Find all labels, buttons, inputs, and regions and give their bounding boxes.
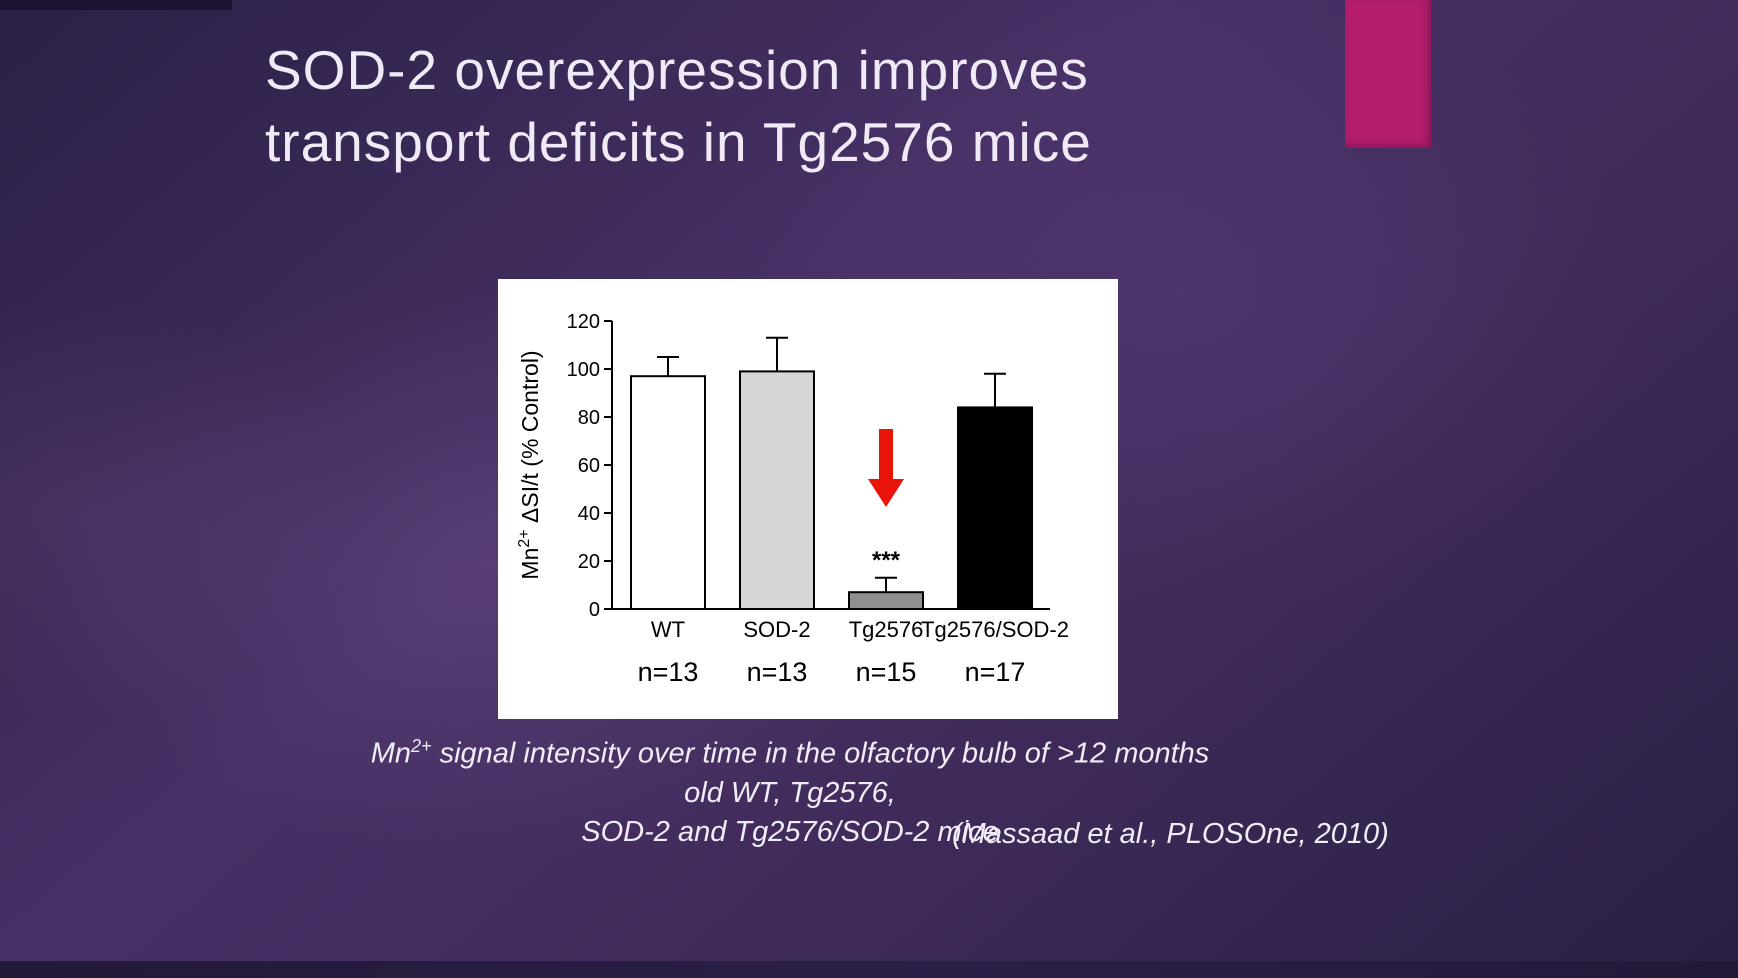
svg-text:40: 40 bbox=[578, 503, 600, 525]
svg-text:Tg2576: Tg2576 bbox=[849, 617, 924, 642]
caption-line1: Mn2+ signal intensity over time in the o… bbox=[370, 736, 1210, 770]
svg-text:Mn2+ ΔSI/t (% Control): Mn2+ ΔSI/t (% Control) bbox=[516, 350, 543, 579]
caption-line2: old WT, Tg2576, bbox=[684, 776, 896, 809]
slide-title-line1: SOD-2 overexpression improves bbox=[265, 39, 1089, 101]
svg-text:20: 20 bbox=[578, 551, 600, 573]
svg-text:100: 100 bbox=[567, 359, 600, 381]
svg-text:0: 0 bbox=[589, 599, 600, 621]
chart-panel: 0 20 40 60 80 100 120 WT n=13 SOD-2 n=13 Tg2576 n=15… bbox=[498, 279, 1118, 719]
chart-caption: Mn2+ signal intensity over time in the o… bbox=[260, 727, 1320, 852]
svg-text:60: 60 bbox=[578, 455, 600, 477]
bottom-strip bbox=[0, 961, 1738, 978]
svg-text:80: 80 bbox=[578, 407, 600, 429]
corner-strip bbox=[0, 0, 232, 10]
svg-text:n=13: n=13 bbox=[747, 657, 808, 687]
svg-text:***: *** bbox=[872, 547, 901, 574]
caption-line3: SOD-2 and Tg2576/SOD-2 mice bbox=[581, 815, 999, 848]
bar-chart: 0 20 40 60 80 100 120 WT n=13 SOD-2 n=13 Tg2576 n=15… bbox=[516, 311, 1069, 687]
caption-superscript: 2+ bbox=[410, 736, 432, 756]
svg-text:WT: WT bbox=[651, 617, 685, 642]
svg-text:n=13: n=13 bbox=[638, 657, 699, 687]
accent-rectangle bbox=[1345, 0, 1431, 148]
svg-text:SOD-2: SOD-2 bbox=[743, 617, 810, 642]
svg-text:120: 120 bbox=[567, 311, 600, 333]
citation-text: (Massaad et al., PLOSOne, 2010) bbox=[952, 818, 1389, 850]
slide-title: SOD-2 overexpression improves transport … bbox=[265, 34, 1265, 178]
svg-text:n=15: n=15 bbox=[856, 657, 917, 687]
slide-title-line2: transport deficits in Tg2576 mice bbox=[265, 111, 1092, 173]
svg-text:n=17: n=17 bbox=[965, 657, 1026, 687]
svg-text:Tg2576/SOD-2: Tg2576/SOD-2 bbox=[921, 617, 1069, 642]
